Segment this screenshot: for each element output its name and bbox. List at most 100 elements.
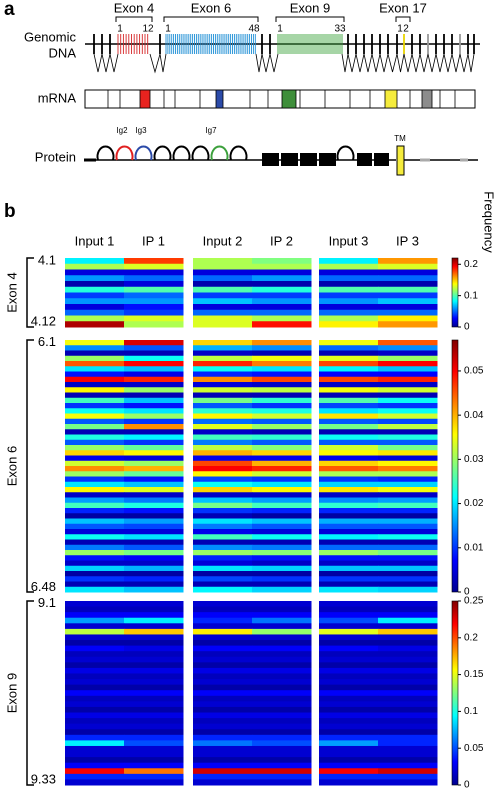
intron (149, 53, 161, 74)
heat-cell (124, 403, 184, 409)
heat-cell (193, 690, 253, 697)
heat-cell (193, 695, 253, 702)
heat-cell (319, 340, 379, 346)
heat-cell (193, 712, 253, 719)
heat-cell (65, 424, 125, 430)
heat-cell (319, 429, 379, 435)
heat-cell (319, 576, 379, 582)
intron (269, 53, 279, 73)
heat-cell (252, 757, 312, 764)
heat-cell (378, 555, 438, 561)
heat-cell (319, 768, 379, 775)
heat-cell (252, 560, 312, 567)
heat-cell (124, 502, 184, 509)
heat-cell (65, 361, 125, 367)
intron (427, 53, 437, 73)
heat-cell (65, 734, 125, 741)
heat-cell (252, 345, 312, 351)
heat-cell (319, 424, 379, 430)
heat-cell (65, 450, 125, 456)
intron (93, 53, 103, 73)
heat-cell (193, 581, 253, 588)
heat-cell (124, 534, 184, 540)
heat-cell (378, 397, 438, 404)
heat-cell (65, 534, 125, 540)
heat-cell (193, 258, 253, 265)
heat-cell (193, 471, 253, 477)
heat-cell (252, 487, 312, 493)
heat-cell (378, 309, 438, 316)
heat-cell (193, 355, 253, 362)
heat-cell (193, 701, 253, 708)
heat-cell (319, 651, 379, 658)
intron (255, 53, 263, 73)
heat-cell (124, 555, 184, 561)
heat-cell (193, 539, 253, 546)
heat-cell (124, 768, 184, 775)
heat-cell (193, 555, 253, 561)
heat-cell (378, 292, 438, 299)
heat-cell (124, 712, 184, 719)
heat-cell (378, 534, 438, 540)
heat-cell (124, 628, 184, 635)
heat-cell (319, 492, 379, 498)
heat-cell (252, 413, 312, 420)
heat-cell (378, 502, 438, 509)
heat-cell (193, 382, 253, 388)
heat-cell (124, 434, 184, 441)
heat-cell (319, 298, 379, 305)
heat-cell (193, 571, 253, 577)
heat-cell (252, 529, 312, 535)
ig-domain (134, 145, 153, 161)
heat-cell (252, 508, 312, 514)
heat-cell (124, 779, 184, 786)
heat-cell (65, 321, 125, 328)
heat-cell (252, 418, 312, 425)
heat-cell (193, 309, 253, 316)
heat-cell (65, 606, 125, 613)
heat-cell (252, 673, 312, 680)
heat-cell (193, 361, 253, 367)
heat-cell (65, 762, 125, 769)
heat-cell (319, 762, 379, 769)
heat-cell (65, 418, 125, 425)
exon-label: Exon 6 (191, 0, 231, 15)
heat-cell (252, 429, 312, 435)
heat-cell (124, 751, 184, 758)
ig-domain (191, 145, 210, 161)
column-label: Input 1 (75, 233, 115, 248)
heat-cell (124, 701, 184, 708)
heat-cell (124, 513, 184, 519)
colorbar-tick-label: 0 (464, 780, 470, 791)
heat-cell (378, 695, 438, 702)
heat-cell (124, 275, 184, 282)
heat-cell (252, 466, 312, 472)
heat-cell (65, 292, 125, 299)
heat-cell (193, 768, 253, 775)
heat-cell (252, 768, 312, 775)
heat-cell (378, 571, 438, 577)
heat-cell (319, 434, 379, 441)
heat-cell (378, 366, 438, 372)
heat-cell (193, 403, 253, 409)
heat-cell (124, 445, 184, 451)
heat-cell (252, 662, 312, 669)
heat-cell (65, 382, 125, 388)
heat-cell (252, 350, 312, 357)
heat-cell (65, 269, 125, 276)
heat-cell (124, 508, 184, 514)
heat-cell (124, 258, 184, 265)
heat-cell (193, 315, 253, 322)
intron (459, 53, 469, 73)
mrna-exon (421, 89, 433, 109)
heat-cell (193, 734, 253, 741)
heat-cell (252, 286, 312, 293)
heat-cell (65, 309, 125, 316)
heat-cell (193, 350, 253, 357)
heat-cell (193, 762, 253, 769)
heat-cell (252, 263, 312, 270)
heat-cell (124, 292, 184, 299)
heat-cell (124, 571, 184, 577)
heat-cell (65, 723, 125, 730)
